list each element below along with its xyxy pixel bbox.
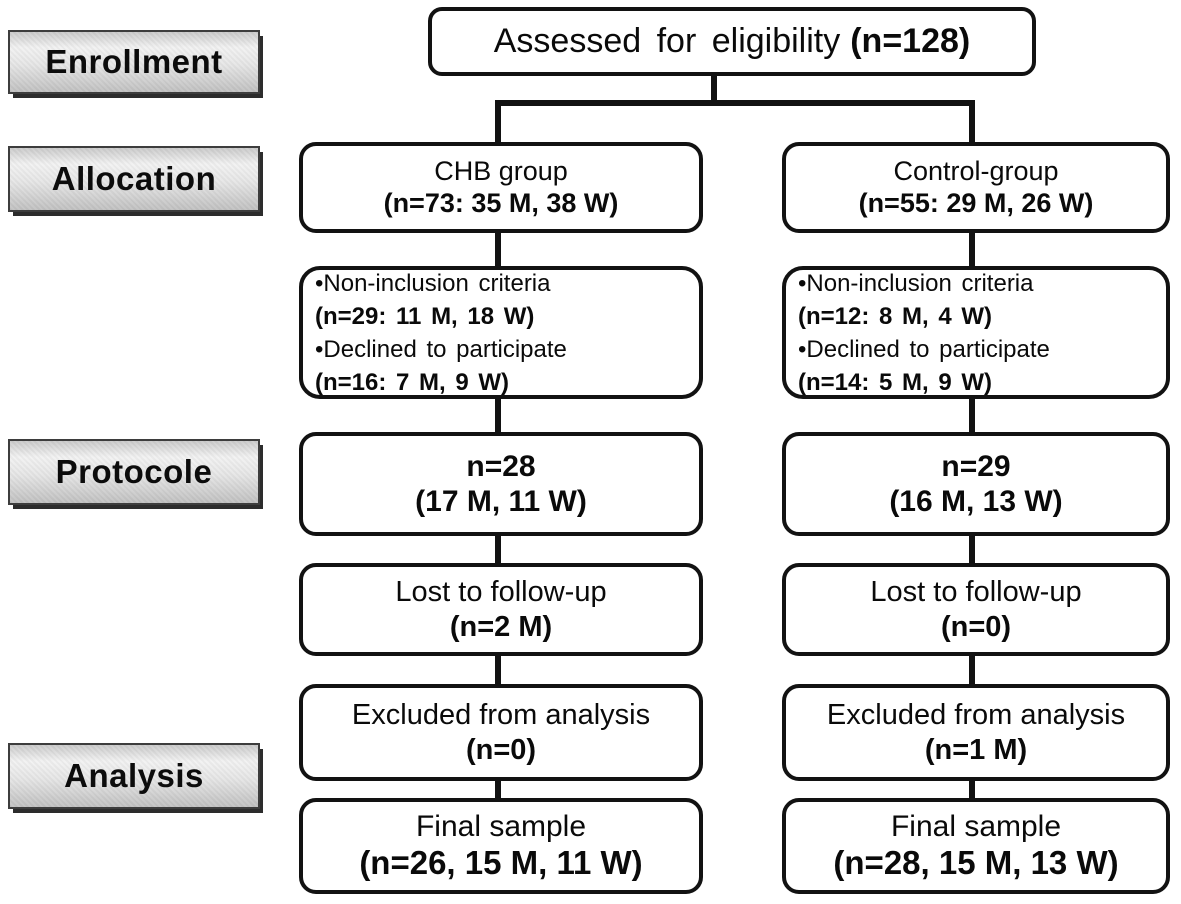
chb-group-count: (n=73: 35 M, 38 W) [383,187,619,218]
connector-left-stub-1 [495,230,501,270]
box-control-final-sample: Final sample (n=28, 15 M, 13 W) [782,798,1170,894]
control-exclusion-count-1: (n=12: 8 M, 4 W) [798,302,993,330]
chb-exclusion-item-1: •Non-inclusion criteria [315,269,551,297]
connector-right-drop [969,100,975,145]
box-chb-group: CHB group (n=73: 35 M, 38 W) [299,142,703,233]
stage-label-protocole: Protocole [8,439,260,505]
connector-top-stub [711,74,717,104]
box-control-protocole: n=29 (16 M, 13 W) [782,432,1170,536]
control-lost-text: Lost to follow-up [870,576,1082,609]
control-protocole-count: n=29 [941,449,1011,483]
chb-excluded-text: Excluded from analysis [351,699,651,732]
control-exclusion-count-2: (n=14: 5 M, 9 W) [798,368,993,396]
box-control-excluded-analysis: Excluded from analysis (n=1 M) [782,684,1170,781]
assessed-eligibility-text: Assessed for eligibility [493,22,841,61]
control-lost-count: (n=0) [940,610,1012,643]
connector-right-stub-5 [969,778,975,802]
control-exclusion-item-2: •Declined to participate [798,335,1050,363]
chb-protocole-detail: (17 M, 11 W) [415,485,587,518]
connector-branch-horizontal [495,100,975,106]
connector-right-stub-3 [969,533,975,567]
chb-excluded-count: (n=0) [465,733,537,766]
stage-label-allocation-text: Allocation [51,160,217,197]
stage-label-enrollment: Enrollment [8,30,260,94]
chb-group-name: CHB group [434,155,568,186]
box-control-lost-followup: Lost to follow-up (n=0) [782,563,1170,656]
box-control-exclusions: •Non-inclusion criteria (n=12: 8 M, 4 W)… [782,266,1170,399]
stage-label-enrollment-text: Enrollment [45,43,223,80]
connector-left-stub-3 [495,533,501,567]
control-protocole-detail: (16 M, 13 W) [889,485,1063,518]
connector-right-stub-1 [969,230,975,270]
chb-lost-count: (n=2 M) [449,610,553,643]
chb-final-count: (n=26, 15 M, 11 W) [359,844,643,882]
control-group-count: (n=55: 29 M, 26 W) [858,187,1094,218]
box-chb-final-sample: Final sample (n=26, 15 M, 11 W) [299,798,703,894]
box-chb-protocole: n=28 (17 M, 11 W) [299,432,703,536]
box-chb-lost-followup: Lost to follow-up (n=2 M) [299,563,703,656]
control-group-name: Control-group [893,155,1059,186]
control-final-count: (n=28, 15 M, 13 W) [833,844,1119,882]
control-excluded-count: (n=1 M) [924,733,1028,766]
control-exclusion-item-1: •Non-inclusion criteria [798,269,1034,297]
chb-protocole-count: n=28 [466,449,536,483]
stage-label-allocation: Allocation [8,146,260,212]
connector-left-stub-2 [495,396,501,436]
box-control-group: Control-group (n=55: 29 M, 26 W) [782,142,1170,233]
stage-label-analysis: Analysis [8,743,260,809]
assessed-eligibility-count: (n=128) [850,22,971,61]
box-chb-excluded-analysis: Excluded from analysis (n=0) [299,684,703,781]
stage-label-protocole-text: Protocole [55,453,213,490]
chb-lost-text: Lost to follow-up [395,576,607,609]
connector-right-stub-2 [969,396,975,436]
connector-right-stub-4 [969,653,975,688]
box-assessed-eligibility: Assessed for eligibility (n=128) [428,7,1036,76]
connector-left-stub-4 [495,653,501,688]
box-chb-exclusions: •Non-inclusion criteria (n=29: 11 M, 18 … [299,266,703,399]
stage-label-analysis-text: Analysis [64,757,204,794]
control-final-text: Final sample [890,809,1062,843]
connector-left-drop [495,100,501,145]
connector-left-stub-5 [495,778,501,802]
control-excluded-text: Excluded from analysis [826,699,1126,732]
chb-exclusion-count-2: (n=16: 7 M, 9 W) [315,368,510,396]
chb-exclusion-count-1: (n=29: 11 M, 18 W) [315,302,535,330]
chb-exclusion-item-2: •Declined to participate [315,335,567,363]
chb-final-text: Final sample [415,809,587,843]
